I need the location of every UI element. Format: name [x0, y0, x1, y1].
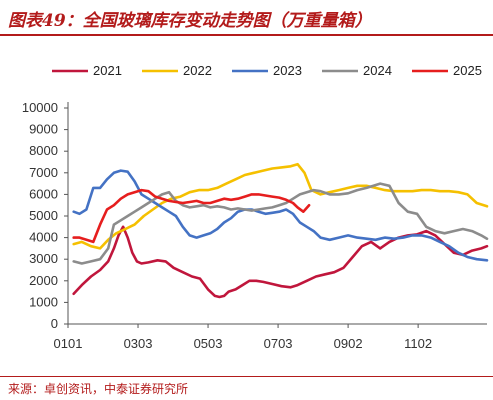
source-note: 来源：卓创资讯，中泰证券研究所 [8, 382, 189, 396]
y-tick-label: 2000 [29, 273, 58, 288]
y-tick-label: 4000 [29, 230, 58, 245]
legend-label-2021: 2021 [93, 63, 122, 78]
chart-title: 图表49：全国玻璃库存变动走势图（万重量箱） [8, 11, 372, 31]
x-tick-label: 0303 [124, 336, 153, 351]
y-tick-label: 3000 [29, 251, 58, 266]
x-axis: 0101 0303 0503 0703 0902 1102 [54, 323, 487, 351]
y-tick-label: 0 [51, 316, 58, 331]
legend-label-2023: 2023 [273, 63, 302, 78]
y-tick-label: 5000 [29, 208, 58, 223]
line-chart: 2021 2022 2023 2024 2025 0 1000 2000 3000 4000 50… [22, 63, 489, 351]
series-line-2023 [72, 169, 489, 262]
y-tick-label: 6000 [29, 186, 58, 201]
y-tick-label: 1000 [29, 294, 58, 309]
title-divider [0, 34, 493, 36]
legend-label-2022: 2022 [183, 63, 212, 78]
chart-legend: 2021 2022 2023 2024 2025 [52, 63, 482, 78]
y-axis: 0 1000 2000 3000 4000 5000 6000 7000 8000 9000 100… [22, 100, 69, 331]
series-line-2022 [72, 162, 489, 250]
legend-label-2025: 2025 [453, 63, 482, 78]
x-tick-label: 0503 [194, 336, 223, 351]
legend-label-2024: 2024 [363, 63, 392, 78]
source-divider [0, 376, 493, 377]
y-tick-label: 10000 [22, 100, 58, 115]
x-tick-label: 0703 [264, 336, 293, 351]
series-line-2024 [72, 182, 489, 265]
y-tick-label: 7000 [29, 165, 58, 180]
x-tick-label: 1102 [404, 336, 432, 351]
series-line-2025 [72, 188, 311, 244]
x-tick-label: 0902 [334, 336, 363, 351]
y-tick-label: 9000 [29, 122, 58, 137]
x-tick-label: 0101 [54, 336, 83, 351]
y-tick-label: 8000 [29, 143, 58, 158]
series-lines [72, 162, 489, 299]
